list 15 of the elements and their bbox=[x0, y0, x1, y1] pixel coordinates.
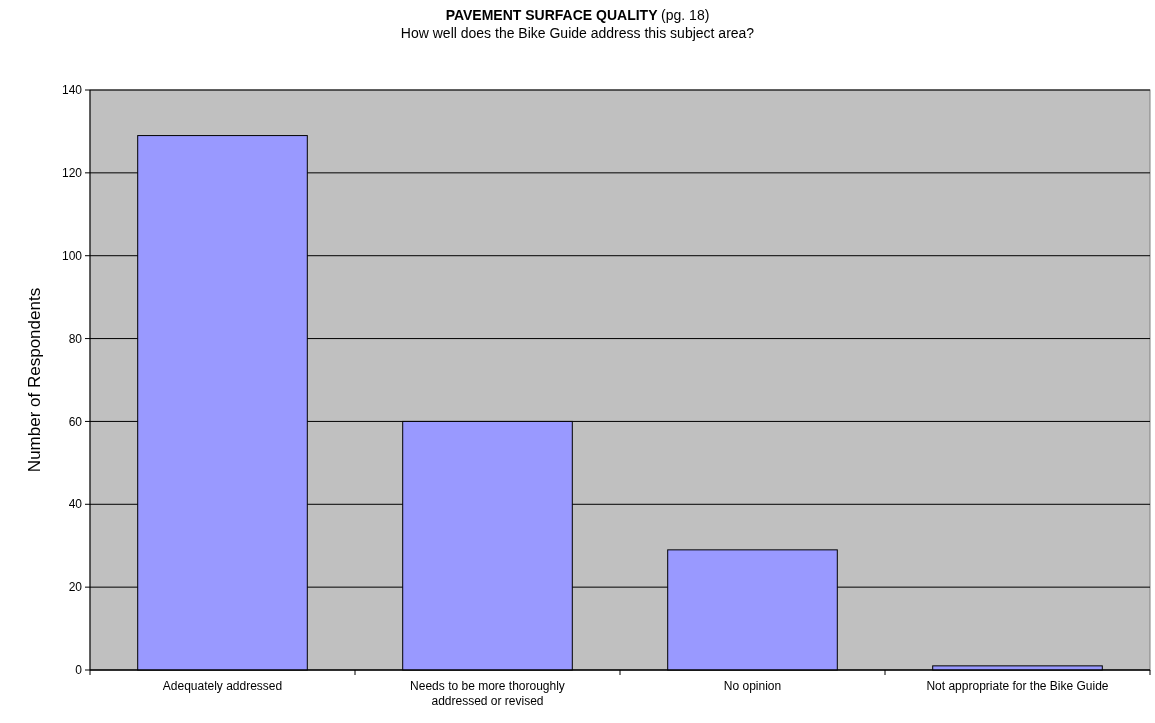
y-tick-label: 0 bbox=[75, 663, 83, 678]
y-tick-label: 140 bbox=[61, 83, 83, 98]
y-tick-label: 80 bbox=[68, 331, 83, 346]
x-tick-label: No opinion bbox=[723, 679, 782, 693]
chart-subtitle: How well does the Bike Guide address this subject area? bbox=[400, 25, 755, 41]
y-tick-label: 60 bbox=[68, 414, 83, 429]
y-tick-label: 40 bbox=[68, 497, 83, 512]
y-axis-title: Number of Respondents bbox=[25, 287, 44, 473]
y-tick-label: 100 bbox=[61, 248, 83, 263]
x-tick-label: Needs to be more thoroughly addressed or revised bbox=[410, 679, 565, 708]
y-tick-label: 20 bbox=[68, 580, 83, 595]
y-tick-label: 120 bbox=[61, 166, 83, 181]
x-tick-label: Adequately addressed bbox=[162, 679, 283, 693]
x-tick-label: Not appropriate for the Bike Guide bbox=[926, 679, 1109, 693]
chart-title: PAVEMENT SURFACE QUALITY (pg. 18) bbox=[445, 7, 710, 23]
